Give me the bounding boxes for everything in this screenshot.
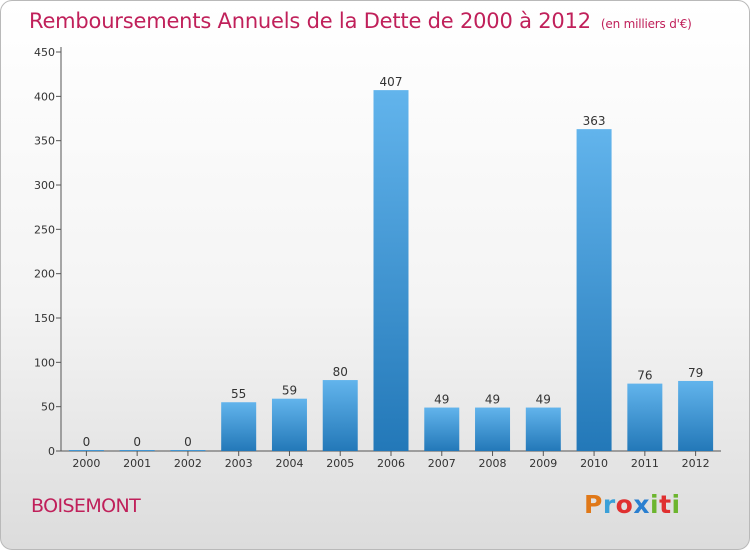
bar-2007 xyxy=(424,407,460,451)
x-tick-label-2010: 2010 xyxy=(580,457,608,470)
x-tick-label-2004: 2004 xyxy=(275,457,303,470)
chart-subtitle: (en milliers d'€) xyxy=(600,17,692,31)
y-tick-label: 250 xyxy=(34,223,55,236)
bar-2003 xyxy=(221,402,257,451)
y-tick-label: 350 xyxy=(34,135,55,148)
bar-2011 xyxy=(627,383,663,451)
bar-2001 xyxy=(119,450,155,451)
data-label-2011: 76 xyxy=(637,369,652,383)
x-tick-label-2007: 2007 xyxy=(428,457,456,470)
bar-2009 xyxy=(525,407,561,451)
x-tick-label-2012: 2012 xyxy=(682,457,710,470)
data-label-2007: 49 xyxy=(434,393,449,407)
data-label-2003: 55 xyxy=(231,387,246,401)
x-tick-label-2008: 2008 xyxy=(479,457,507,470)
data-label-2006: 407 xyxy=(380,75,403,89)
y-tick-label: 300 xyxy=(34,179,55,192)
x-tick-label-2011: 2011 xyxy=(631,457,659,470)
x-tick-label-2000: 2000 xyxy=(72,457,100,470)
commune-name: BOISEMONT xyxy=(31,495,141,517)
data-label-2000: 0 xyxy=(83,435,91,449)
data-label-2005: 80 xyxy=(333,365,348,379)
y-tick-label: 450 xyxy=(34,46,55,59)
bar-2000 xyxy=(68,450,104,451)
chart-title: Remboursements Annuels de la Dette de 20… xyxy=(29,9,692,33)
bar-2004 xyxy=(271,398,307,451)
x-tick-label-2003: 2003 xyxy=(225,457,253,470)
data-label-2012: 79 xyxy=(688,366,703,380)
chart-title-text: Remboursements Annuels de la Dette de 20… xyxy=(29,9,591,33)
data-label-2002: 0 xyxy=(184,435,192,449)
data-label-2001: 0 xyxy=(133,435,141,449)
x-tick-label-2006: 2006 xyxy=(377,457,405,470)
bar-2002 xyxy=(170,450,206,451)
data-label-2009: 49 xyxy=(536,393,551,407)
x-tick-label-2001: 2001 xyxy=(123,457,151,470)
proxiti-logo: Proxiti xyxy=(584,490,681,519)
bar-2008 xyxy=(475,407,511,451)
y-tick-label: 200 xyxy=(34,268,55,281)
y-tick-label: 0 xyxy=(48,445,55,458)
y-tick-label: 400 xyxy=(34,90,55,103)
x-tick-label-2009: 2009 xyxy=(529,457,557,470)
x-tick-label-2005: 2005 xyxy=(326,457,354,470)
y-tick-label: 150 xyxy=(34,312,55,325)
data-label-2004: 59 xyxy=(282,384,297,398)
y-tick-label: 50 xyxy=(41,401,55,414)
x-tick-label-2002: 2002 xyxy=(174,457,202,470)
y-tick-label: 100 xyxy=(34,356,55,369)
data-label-2010: 363 xyxy=(583,114,606,128)
bar-2010 xyxy=(576,129,612,451)
bar-2005 xyxy=(322,380,358,451)
bar-2006 xyxy=(373,90,409,452)
data-label-2008: 49 xyxy=(485,393,500,407)
bar-2012 xyxy=(678,380,714,451)
